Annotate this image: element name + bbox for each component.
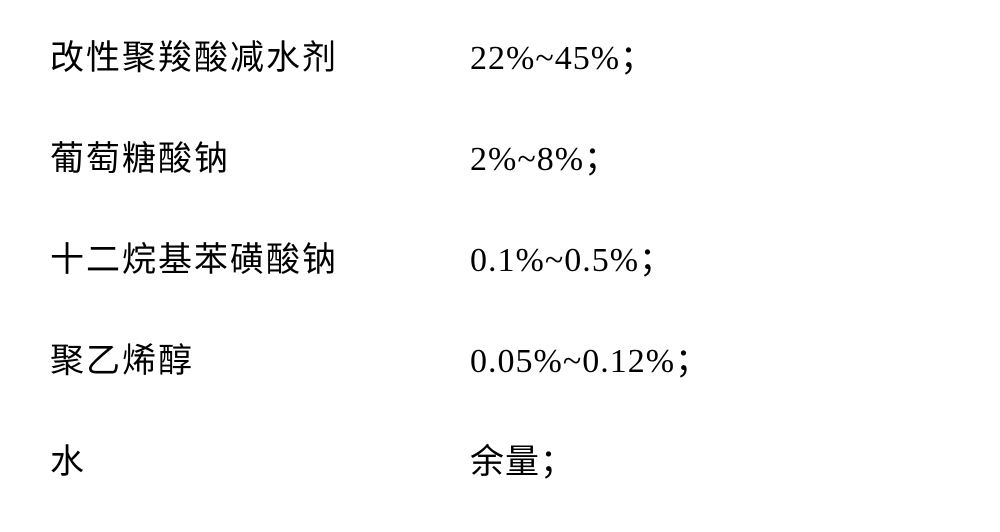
ingredient-value: 余量； — [470, 434, 575, 483]
ingredient-value: 0.05%~0.12%； — [470, 333, 710, 382]
table-row: 十二烷基苯磺酸钠 0.1%~0.5%； — [50, 232, 950, 281]
ingredient-label: 十二烷基苯磺酸钠 — [50, 232, 470, 281]
table-row: 改性聚羧酸减水剂 22%~45%； — [50, 30, 950, 79]
ingredient-label: 葡萄糖酸钠 — [50, 131, 470, 180]
composition-table: 改性聚羧酸减水剂 22%~45%； 葡萄糖酸钠 2%~8%； 十二烷基苯磺酸钠 … — [50, 30, 950, 483]
ingredient-value: 22%~45%； — [470, 30, 655, 79]
table-row: 聚乙烯醇 0.05%~0.12%； — [50, 333, 950, 382]
table-row: 葡萄糖酸钠 2%~8%； — [50, 131, 950, 180]
ingredient-label: 改性聚羧酸减水剂 — [50, 30, 470, 79]
ingredient-value: 2%~8%； — [470, 131, 619, 180]
ingredient-value: 0.1%~0.5%； — [470, 232, 674, 281]
ingredient-label: 聚乙烯醇 — [50, 333, 470, 382]
table-row: 水 余量； — [50, 434, 950, 483]
ingredient-label: 水 — [50, 434, 470, 483]
